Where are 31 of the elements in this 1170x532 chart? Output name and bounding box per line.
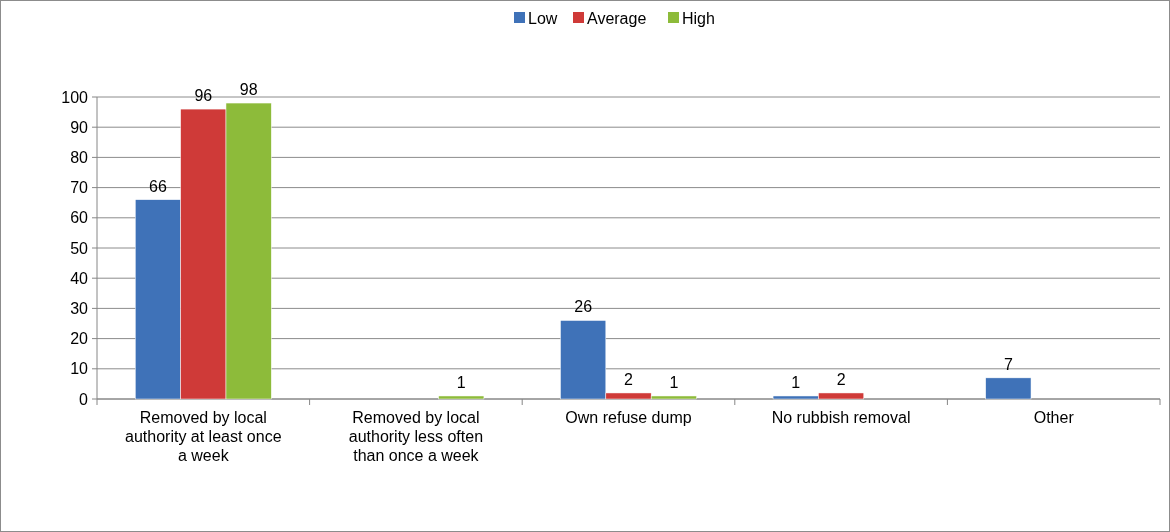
x-tick-label: Own refuse dump	[565, 409, 692, 426]
legend-label: Low	[528, 9, 558, 27]
data-label: 7	[1003, 355, 1013, 373]
y-tick-label: 20	[70, 330, 89, 348]
data-label: 2	[836, 370, 846, 388]
x-tick-label: No rubbish removal	[771, 409, 911, 426]
y-tick-label: 40	[70, 269, 89, 287]
bar	[985, 377, 1032, 400]
legend-label: High	[682, 9, 715, 27]
y-tick-label: 70	[70, 179, 89, 197]
data-label: 1	[456, 373, 466, 391]
y-tick-label: 30	[70, 300, 89, 317]
data-label: 26	[574, 298, 593, 316]
data-label: 66	[149, 177, 167, 195]
data-label: 2	[624, 370, 634, 388]
x-tick-label: Removed by local authority less often than once a week	[348, 409, 484, 464]
y-tick-label: 10	[70, 360, 89, 378]
y-tick-label: 60	[70, 209, 89, 227]
y-tick-label: 0	[79, 390, 89, 408]
y-tick-label: 80	[70, 149, 89, 166]
y-tick-label: 90	[70, 118, 89, 136]
data-label: 1	[669, 373, 679, 391]
y-tick-label: 100	[61, 88, 89, 106]
x-tick-label: Other	[1033, 409, 1075, 426]
bar	[438, 395, 485, 400]
x-tick-label: Removed by local authority at least once a week	[125, 409, 282, 464]
data-label: 1	[791, 373, 801, 391]
data-label: 96	[194, 87, 213, 105]
legend-label: Average	[587, 9, 647, 27]
y-tick-label: 50	[70, 239, 89, 257]
data-label: 98	[239, 81, 258, 99]
